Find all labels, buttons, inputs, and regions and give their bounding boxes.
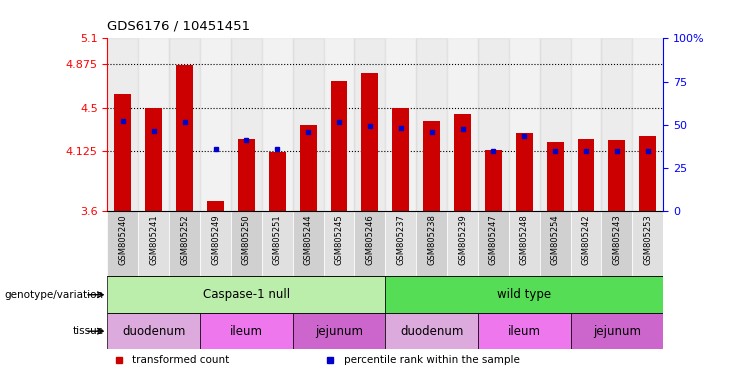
Text: percentile rank within the sample: percentile rank within the sample <box>344 355 519 365</box>
Bar <box>602 38 632 211</box>
Bar <box>324 211 354 276</box>
Bar <box>324 38 354 211</box>
Text: GSM805243: GSM805243 <box>612 214 622 265</box>
Text: GSM805240: GSM805240 <box>119 214 127 265</box>
Text: GSM805237: GSM805237 <box>396 214 405 265</box>
Bar <box>385 276 663 313</box>
Text: GDS6176 / 10451451: GDS6176 / 10451451 <box>107 19 250 32</box>
Bar <box>269 152 286 211</box>
Bar <box>632 211 663 276</box>
Text: GSM805249: GSM805249 <box>211 214 220 265</box>
Bar <box>516 133 533 211</box>
Bar <box>354 38 385 211</box>
Bar <box>330 81 348 211</box>
Text: ileum: ileum <box>508 325 541 338</box>
Text: GSM805247: GSM805247 <box>489 214 498 265</box>
Text: GSM805250: GSM805250 <box>242 214 251 265</box>
Bar <box>602 211 632 276</box>
Bar <box>632 38 663 211</box>
Bar <box>262 211 293 276</box>
Text: GSM805246: GSM805246 <box>365 214 374 265</box>
Bar <box>293 38 324 211</box>
Bar <box>231 211 262 276</box>
Bar <box>293 211 324 276</box>
Bar <box>485 150 502 211</box>
Text: GSM805245: GSM805245 <box>334 214 344 265</box>
Text: GSM805253: GSM805253 <box>643 214 652 265</box>
Bar <box>107 276 385 313</box>
Bar <box>571 313 663 349</box>
Bar <box>145 108 162 211</box>
Bar <box>107 211 139 276</box>
Bar <box>423 121 440 211</box>
Bar <box>200 211 231 276</box>
Text: GSM805254: GSM805254 <box>551 214 559 265</box>
Bar <box>107 313 200 349</box>
Text: tissue: tissue <box>73 326 104 336</box>
Bar <box>354 211 385 276</box>
Bar <box>169 38 200 211</box>
Text: GSM805242: GSM805242 <box>582 214 591 265</box>
Text: GSM805241: GSM805241 <box>149 214 159 265</box>
Text: jejunum: jejunum <box>593 325 641 338</box>
Bar <box>577 139 594 211</box>
Bar <box>447 38 478 211</box>
Text: GSM805252: GSM805252 <box>180 214 189 265</box>
Bar <box>478 38 509 211</box>
Text: GSM805238: GSM805238 <box>427 214 436 265</box>
Bar <box>478 211 509 276</box>
Bar <box>200 38 231 211</box>
Bar <box>362 73 379 211</box>
Text: ileum: ileum <box>230 325 263 338</box>
Bar <box>454 114 471 211</box>
Bar <box>571 38 602 211</box>
Text: GSM805248: GSM805248 <box>519 214 529 265</box>
Text: GSM805239: GSM805239 <box>458 214 467 265</box>
Bar <box>539 211 571 276</box>
Bar <box>509 38 539 211</box>
Text: transformed count: transformed count <box>133 355 230 365</box>
Bar <box>509 211 539 276</box>
Bar <box>139 211 169 276</box>
Bar <box>385 211 416 276</box>
Bar <box>478 313 571 349</box>
Text: genotype/variation: genotype/variation <box>4 290 104 300</box>
Bar <box>114 94 131 211</box>
Bar <box>207 201 224 211</box>
Bar <box>447 211 478 276</box>
Bar <box>392 108 409 211</box>
Text: GSM805244: GSM805244 <box>304 214 313 265</box>
Bar <box>200 313 293 349</box>
Bar <box>176 65 193 211</box>
Bar <box>299 125 316 211</box>
Bar <box>262 38 293 211</box>
Bar <box>169 211 200 276</box>
Bar <box>238 139 255 211</box>
Bar <box>571 211 602 276</box>
Bar <box>547 142 564 211</box>
Bar <box>608 140 625 211</box>
Bar <box>139 38 169 211</box>
Text: jejunum: jejunum <box>315 325 363 338</box>
Bar <box>385 38 416 211</box>
Bar <box>539 38 571 211</box>
Bar <box>416 211 447 276</box>
Text: GSM805251: GSM805251 <box>273 214 282 265</box>
Text: Caspase-1 null: Caspase-1 null <box>203 288 290 301</box>
Text: duodenum: duodenum <box>122 325 185 338</box>
Bar <box>385 313 478 349</box>
Text: wild type: wild type <box>497 288 551 301</box>
Bar <box>639 136 657 211</box>
Bar <box>416 38 447 211</box>
Bar <box>293 313 385 349</box>
Text: duodenum: duodenum <box>400 325 463 338</box>
Bar <box>231 38 262 211</box>
Bar <box>107 38 139 211</box>
